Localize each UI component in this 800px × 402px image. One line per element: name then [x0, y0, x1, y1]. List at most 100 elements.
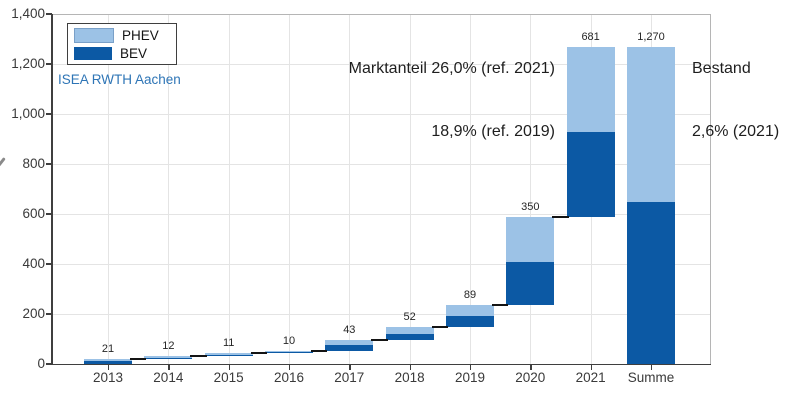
bar-value-label-2014: 12 — [162, 339, 175, 352]
isea-watermark: ISEA RWTH Aachen — [58, 72, 181, 87]
bar-2016-phev — [264, 350, 313, 352]
h-gridline-1200 — [52, 64, 710, 65]
bar-2017-bev — [325, 345, 374, 351]
plot-area: 21 12 11 10 43 52 89 350 681 1,270 PHEV BEV — [52, 14, 710, 364]
x-tick-2017 — [349, 365, 351, 370]
bar-2013-phev — [84, 358, 132, 361]
connector-2019-2020 — [491, 303, 509, 306]
y-tick-label-200: 200 — [22, 306, 45, 321]
bar-value-label-2020: 350 — [521, 201, 540, 213]
x-tick-2013 — [108, 365, 110, 370]
bar-value-label-2021: 681 — [581, 30, 600, 43]
y-tick-label-800: 800 — [22, 156, 45, 171]
connector-2018-2019 — [431, 325, 448, 328]
x-tick-label-2014: 2014 — [153, 370, 184, 385]
x-tick-2018 — [409, 365, 412, 370]
connector-2020-2021 — [552, 216, 569, 218]
y-tick-400 — [46, 263, 52, 265]
bar-value-label-2017: 43 — [343, 323, 356, 336]
bar-2014-phev — [144, 355, 193, 358]
bar-value-label-2016: 10 — [282, 334, 296, 347]
bar-2015-bev — [204, 354, 253, 356]
marktanteil-line2: 18,9% (ref. 2019) — [431, 123, 555, 140]
plot-box-top-edge — [52, 13, 711, 15]
connector-2014-2015 — [190, 354, 207, 357]
x-tick-2016 — [288, 365, 291, 370]
legend-item-bev: BEV — [74, 46, 170, 61]
v-gridline-2019 — [469, 14, 471, 364]
h-gridline-600 — [52, 214, 710, 215]
connector-2013-2014 — [130, 357, 147, 360]
legend: PHEV BEV — [67, 23, 177, 65]
x-tick-2021 — [590, 365, 593, 370]
bestand-line1: Bestand — [692, 60, 751, 77]
bar-2019-bev — [445, 315, 494, 327]
bar-2017-phev — [325, 339, 374, 345]
y-tick-label-0: 0 — [37, 356, 45, 371]
bar-2016-bev — [264, 352, 313, 353]
h-gridline-800 — [52, 164, 710, 165]
y-tick-1200 — [46, 63, 52, 65]
x-tick-label-2018: 2018 — [394, 370, 425, 385]
x-tick-2015 — [228, 365, 231, 370]
x-tick-label-Summe: Summe — [627, 370, 675, 385]
bar-value-label-2013: 21 — [101, 342, 115, 355]
legend-label-phev: PHEV — [122, 27, 159, 43]
bar-2021-phev — [566, 46, 615, 132]
x-tick-2014 — [168, 365, 170, 370]
y-tick-200 — [46, 313, 52, 315]
y-tick-0 — [46, 363, 52, 365]
bar-2021-bev — [566, 132, 615, 217]
x-tick-Summe — [650, 365, 653, 370]
connector-2016-2017 — [310, 349, 328, 352]
y-tick-800 — [46, 163, 52, 165]
x-tick-2020 — [530, 365, 532, 370]
x-tick-label-2017: 2017 — [334, 370, 365, 385]
marktanteil-line1: Marktanteil 26,0% (ref. 2021) — [348, 60, 555, 77]
v-gridline-2016 — [288, 14, 290, 364]
bar-2013-bev — [84, 361, 132, 364]
connector-2017-2018 — [371, 338, 388, 341]
bar-value-label-2015: 11 — [222, 337, 235, 349]
v-gridline-2017 — [349, 14, 351, 364]
legend-label-bev: BEV — [120, 45, 148, 61]
bar-Summe-bev — [626, 201, 675, 364]
x-tick-label-2019: 2019 — [454, 370, 485, 385]
bestand-line2: 2,6% (2021) — [692, 123, 780, 140]
bar-2020-bev — [506, 261, 555, 305]
bestand-annotation: Bestand 2,6% (2021) — [692, 16, 779, 184]
bar-value-label-Summe: 1,270 — [637, 30, 665, 43]
v-gridline-2013 — [108, 14, 109, 364]
connector-2015-2016 — [250, 352, 267, 354]
bar-2014-bev — [144, 357, 193, 359]
v-gridline-2015 — [228, 14, 230, 364]
x-axis-line — [51, 363, 711, 366]
bar-2019-phev — [445, 304, 494, 316]
y-axis-line — [51, 14, 53, 365]
x-tick-label-2016: 2016 — [273, 370, 304, 385]
phev-color-swatch — [74, 27, 114, 43]
bar-Summe-phev — [626, 46, 675, 202]
y-tick-label-1400: 1,400 — [11, 6, 45, 21]
marktanteil-annotation: Marktanteil 26,0% (ref. 2021) 18,9% (ref… — [349, 16, 555, 184]
y-tick-1400 — [46, 13, 52, 15]
h-gridline-1000 — [52, 114, 710, 115]
bar-2018-bev — [385, 333, 434, 340]
bar-2020-phev — [506, 217, 555, 262]
bar-2018-phev — [385, 326, 434, 334]
x-tick-label-2015: 2015 — [213, 370, 244, 385]
legend-item-phev: PHEV — [74, 27, 170, 43]
v-gridline-2020 — [530, 14, 532, 364]
y-tick-label-600: 600 — [22, 206, 45, 221]
x-tick-label-2013: 2013 — [92, 370, 124, 385]
y-tick-label-1200: 1,200 — [11, 56, 45, 71]
bar-value-label-2019: 89 — [463, 288, 477, 301]
v-gridline-2018 — [409, 14, 411, 364]
bar-value-label-2018: 52 — [403, 310, 416, 323]
y-tick-label-400: 400 — [22, 256, 45, 271]
h-gridline-400 — [52, 264, 710, 265]
y-tick-label-1000: 1,000 — [11, 106, 45, 121]
bev-color-swatch — [74, 46, 112, 60]
y-tick-1000 — [46, 113, 52, 115]
